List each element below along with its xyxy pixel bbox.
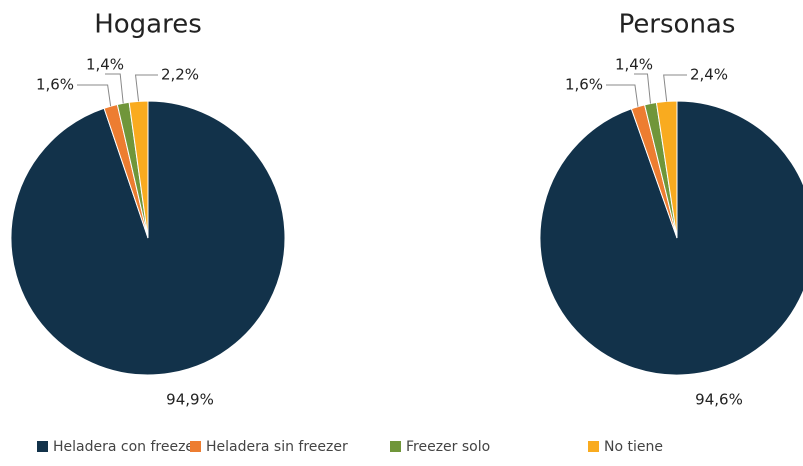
- data-label: 1,4%: [86, 56, 124, 74]
- data-label: 94,9%: [166, 391, 214, 409]
- legend-label: No tiene: [604, 439, 663, 455]
- chart-title: Personas: [619, 10, 736, 40]
- chart-title: Hogares: [94, 10, 202, 40]
- pie-slice: [655, 100, 678, 239]
- leader-line: [663, 74, 687, 102]
- legend-label: Heladera con freezer: [53, 439, 200, 455]
- pie-slice: [539, 100, 803, 376]
- leader-line: [606, 84, 639, 107]
- data-label: 94,6%: [695, 391, 743, 409]
- data-label: 2,4%: [690, 66, 728, 84]
- legend-swatch: [190, 441, 201, 452]
- legend-swatch: [588, 441, 599, 452]
- data-label: 1,4%: [615, 56, 653, 74]
- legend-label: Heladera sin freezer: [206, 439, 348, 455]
- legend-swatch: [390, 441, 401, 452]
- leader-line: [77, 84, 112, 107]
- legend-label: Freezer solo: [406, 439, 490, 455]
- leader-line: [134, 74, 158, 102]
- leader-line: [634, 73, 651, 104]
- data-label: 1,6%: [36, 76, 74, 94]
- data-label: 2,2%: [161, 66, 199, 84]
- legend-swatch: [37, 441, 48, 452]
- leader-line: [105, 73, 124, 104]
- data-label: 1,6%: [565, 76, 603, 94]
